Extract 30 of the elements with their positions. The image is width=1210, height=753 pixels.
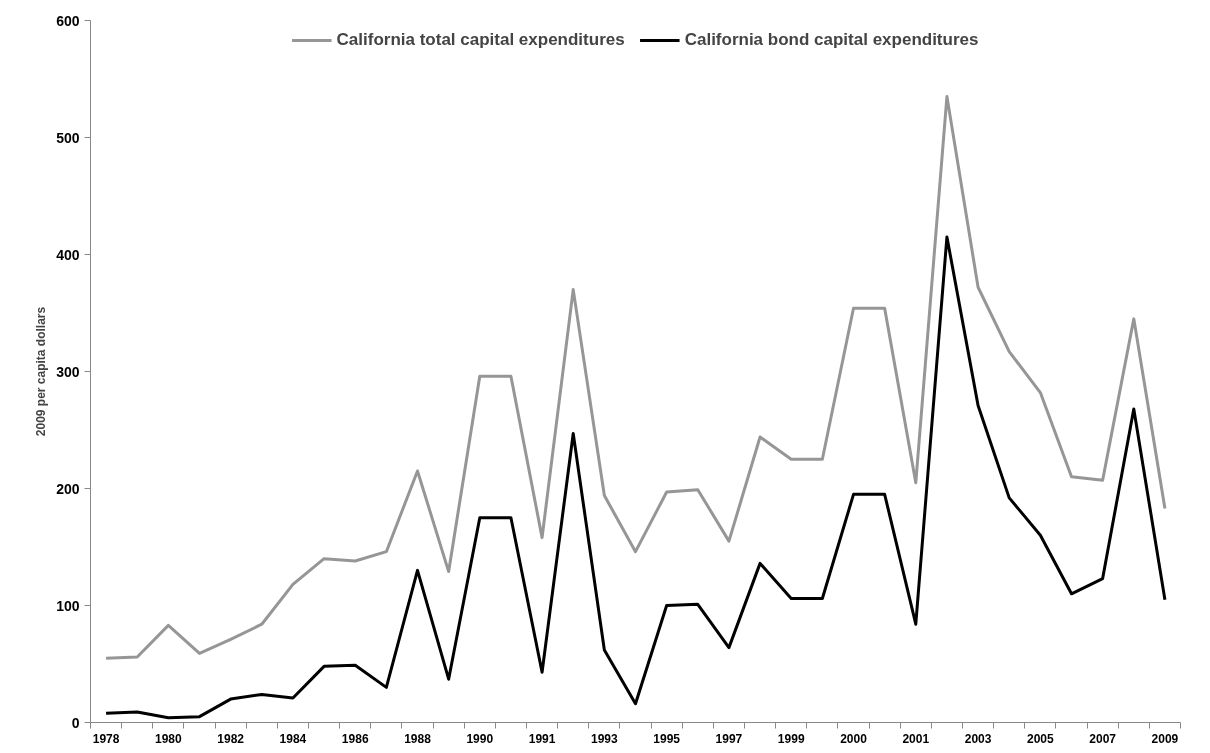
x-tick-label: 1990 <box>466 731 494 746</box>
y-tick-label: 0 <box>71 714 80 731</box>
legend-label: California total capital expenditures <box>336 30 625 50</box>
y-tick-label: 100 <box>56 597 80 614</box>
x-tick-label: 2005 <box>1027 731 1055 746</box>
x-tick-label: 1980 <box>155 731 183 746</box>
y-axis-title: 2009 per capita dollars <box>34 306 49 437</box>
x-tick-label: 2000 <box>840 731 868 746</box>
legend-label: California bond capital expenditures <box>684 30 979 50</box>
y-tick-label: 300 <box>56 363 80 380</box>
line-series <box>104 235 1167 720</box>
x-tick-label: 1978 <box>92 731 120 746</box>
x-tick-label: 2007 <box>1089 731 1117 746</box>
x-tick-label: 1986 <box>341 731 369 746</box>
y-tick-label: 600 <box>56 12 80 29</box>
line-series <box>104 95 1167 660</box>
x-tick-label: 1997 <box>715 731 743 746</box>
x-tick-label: 1982 <box>217 731 245 746</box>
x-tick-label: 1995 <box>653 731 681 746</box>
y-tick-label: 400 <box>56 246 80 263</box>
y-tick-label: 500 <box>56 129 80 146</box>
x-tick-label: 1999 <box>777 731 805 746</box>
x-tick-label: 2003 <box>964 731 992 746</box>
x-tick-label: 1991 <box>528 731 556 746</box>
x-tick-label: 2001 <box>902 731 930 746</box>
x-tick-label: 1984 <box>279 731 307 746</box>
x-tick-label: 1988 <box>404 731 432 746</box>
y-tick-label: 200 <box>56 480 80 497</box>
x-tick-label: 1993 <box>591 731 619 746</box>
x-tick-label: 2009 <box>1151 731 1179 746</box>
